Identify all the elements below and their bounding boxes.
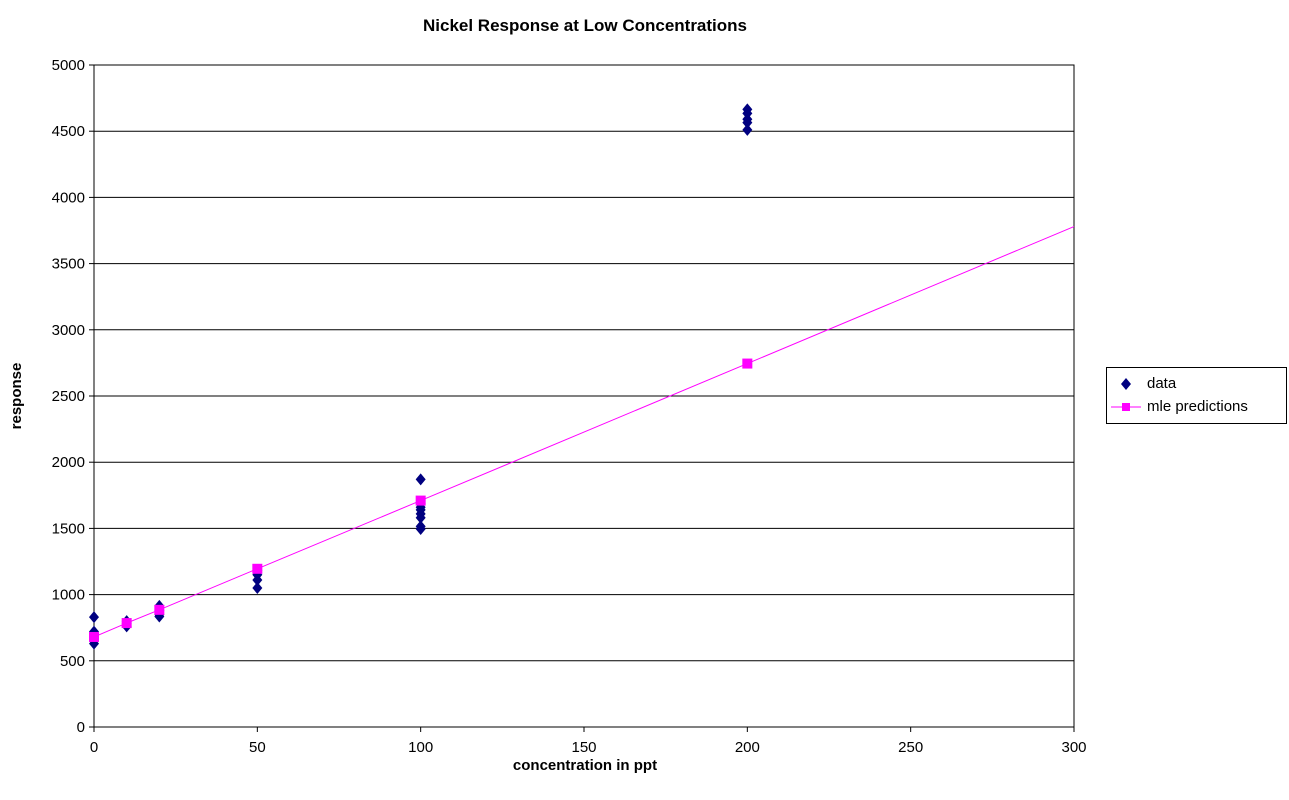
y-tick-label: 1500 xyxy=(52,520,85,537)
legend-label-data: data xyxy=(1147,375,1177,392)
y-tick-label: 4000 xyxy=(52,189,85,206)
y-tick-label: 2000 xyxy=(52,454,85,471)
x-tick-label: 50 xyxy=(249,739,266,756)
data-point xyxy=(742,123,753,136)
data-point xyxy=(89,611,99,624)
data-point xyxy=(415,473,426,486)
x-axis: 0 50 100 150 200 250 300 xyxy=(90,727,1087,756)
legend-label-mle-predictions: mle predictions xyxy=(1147,398,1248,415)
y-tick-label: 0 xyxy=(77,719,85,736)
y-tick-label: 500 xyxy=(60,653,85,670)
data-points xyxy=(89,103,753,650)
mle-prediction-point xyxy=(154,604,165,615)
data-point xyxy=(252,581,263,594)
x-tick-label: 250 xyxy=(898,739,923,756)
mle-prediction-point xyxy=(742,358,753,369)
legend: data mle predictions xyxy=(1106,367,1287,424)
legend-item-mle-predictions: mle predictions xyxy=(1107,397,1286,417)
data-point xyxy=(415,520,426,533)
mle-prediction-point xyxy=(121,618,132,629)
y-axis-label: response xyxy=(8,363,25,430)
x-tick-label: 100 xyxy=(408,739,433,756)
mle-predictions-line xyxy=(93,226,1075,638)
mle-prediction-point xyxy=(252,563,263,574)
y-tick-label: 3000 xyxy=(52,322,85,339)
gridlines xyxy=(94,130,1074,662)
square-line-marker-icon xyxy=(1111,403,1141,411)
y-tick-label: 4500 xyxy=(52,123,85,140)
data-point xyxy=(742,103,753,116)
y-tick-label: 1000 xyxy=(52,587,85,604)
diamond-marker-icon xyxy=(1121,378,1131,390)
mle-prediction-line xyxy=(93,226,1075,638)
y-axis: 0 500 1000 1500 2000 2500 3000 3500 4000 4500 5000 xyxy=(52,57,94,736)
x-tick-label: 200 xyxy=(735,739,760,756)
x-tick-label: 150 xyxy=(571,739,596,756)
mle-prediction-point xyxy=(89,631,99,642)
chart-title: Nickel Response at Low Concentrations xyxy=(423,16,747,35)
y-tick-label: 3500 xyxy=(52,256,85,273)
x-tick-label: 300 xyxy=(1061,739,1086,756)
legend-item-data: data xyxy=(1107,374,1286,394)
y-tick-label: 2500 xyxy=(52,388,85,405)
x-tick-label: 0 xyxy=(90,739,98,756)
mle-prediction-point xyxy=(415,495,426,506)
x-axis-label: concentration in ppt xyxy=(513,757,657,774)
y-tick-label: 5000 xyxy=(52,57,85,74)
